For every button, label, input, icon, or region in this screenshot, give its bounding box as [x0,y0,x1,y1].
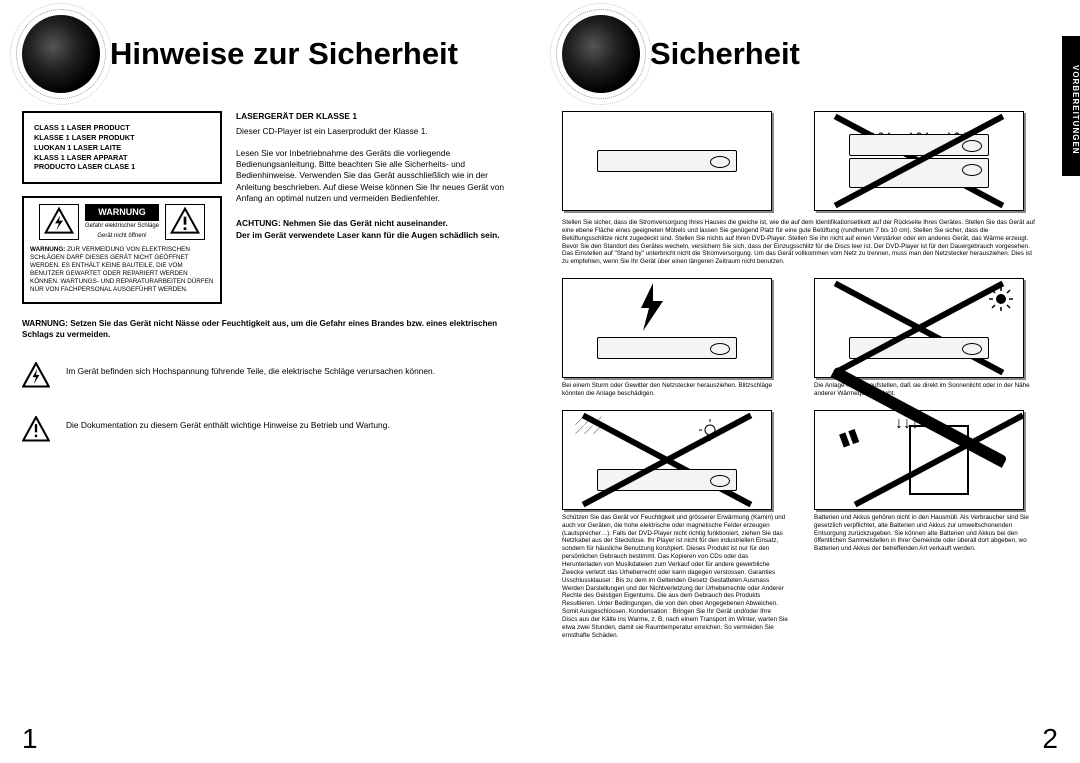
caption-battery: Batterien und Akkus gehören nicht in den… [814,514,1040,553]
trash-bin-icon [909,425,969,495]
page-title-right: Sicherheit [650,36,800,72]
figure-lightning: Bei einem Sturm oder Gewitter den Netzst… [562,278,788,398]
laser-class-box: CLASS 1 LASER PRODUCT KLASSE 1 LASER PRO… [22,111,222,184]
page-number-1: 1 [22,723,38,755]
page-title-left: Hinweise zur Sicherheit [110,36,458,72]
warn-body-text: ZUR VERMEIDUNG VON ELEKTRISCHEN SCHLÄGEN… [30,246,213,292]
info-text-1: Im Gerät befinden sich Hochspannung führ… [66,362,435,377]
warn-body: WARNUNG: ZUR VERMEIDUNG VON ELEKTRISCHEN… [30,246,214,293]
info-row-1: Im Gerät befinden sich Hochspannung führ… [22,362,518,390]
figure-section: 〰〰〰 Stellen Sie sicher, dass die Stromve… [562,111,1058,640]
exclaim-triangle-icon [165,204,205,240]
warn-badge: WARNUNG [85,204,159,221]
laser-l1: CLASS 1 LASER PRODUCT [34,123,210,133]
warn-sub1: Gefahr elektrischer Schläge [85,223,159,231]
left-column: CLASS 1 LASER PRODUCT KLASSE 1 LASER PRO… [22,111,222,304]
page-number-2: 2 [1042,723,1058,755]
figure-battery-disposal: ▮▮ ↓↓↓ Batterien und Akkus gehören nicht… [814,410,1040,640]
bottom-warning: WARNUNG: Setzen Sie das Gerät nicht Näss… [22,318,518,340]
info-row-2: Die Dokumentation zu diesem Gerät enthäl… [22,416,518,444]
warning-box: WARNUNG Gefahr elektrischer Schläge Gerä… [22,196,222,303]
laser-l3: LUOKAN 1 LASER LAITE [34,143,210,153]
page-1: Hinweise zur Sicherheit CLASS 1 LASER PR… [0,0,540,763]
achtung-line2: Der im Gerät verwendete Laser kann für d… [236,230,518,241]
header-right: Sicherheit [562,15,1058,93]
figure-moisture-forbidden: ／／／／／／ Schützen Sie das Gerät vor Feucht… [562,410,788,640]
battery-icon: ▮▮ [836,424,862,451]
dvd-player-icon [849,134,989,156]
dvd-player-icon [849,337,989,359]
laser-p1: Dieser CD-Player ist ein Laserprodukt de… [236,126,518,137]
figure-box: ▮▮ ↓↓↓ [814,410,1024,510]
figure-grid-2: Bei einem Sturm oder Gewitter den Netzst… [562,278,1040,398]
rain-icon: ／／／／／／ [575,417,602,435]
figure-box: ／／／／／／ [562,410,772,510]
laser-l5: PRODUCTO LASER CLASE 1 [34,162,210,172]
laser-p2: Lesen Sie vor Inbetriebnahme des Geräts … [236,148,518,205]
laser-l4: KLASS 1 LASER APPARAT [34,153,210,163]
page-2: Sicherheit VORBEREITUNGEN 〰〰〰 Stellen [540,0,1080,763]
sun-icon [989,287,1013,311]
figure-grid-3: ／／／／／／ Schützen Sie das Gerät vor Feucht… [562,410,1040,640]
speaker-icon [562,15,640,93]
exclaim-triangle-icon [22,416,50,444]
dvd-player-icon [597,150,737,172]
lightning-triangle-icon [22,362,50,390]
figure-stacking-forbidden: 〰〰〰 [814,111,1040,215]
figure-box [814,278,1024,378]
header-left: Hinweise zur Sicherheit [22,15,518,93]
achtung-line1: ACHTUNG: Nehmen Sie das Gerät nicht ause… [236,218,518,229]
warn-center: WARNUNG Gefahr elektrischer Schläge Gerä… [85,204,159,240]
lightning-triangle-icon [39,204,79,240]
warn-body-label: WARNUNG: [30,246,65,253]
lightning-bolt-icon [633,283,673,333]
warn-sub2: Gerät nicht öffnen! [85,233,159,241]
amplifier-icon [849,158,989,188]
columns-left: CLASS 1 LASER PRODUCT KLASSE 1 LASER PRO… [22,111,518,304]
figure-ventilation [562,111,788,215]
caption-moisture: Schützen Sie das Gerät vor Feuchtigkeit … [562,514,788,640]
figure-box [562,111,772,211]
speaker-icon [22,15,100,93]
figure-box: 〰〰〰 [814,111,1024,211]
laser-l2: KLASSE 1 LASER PRODUKT [34,133,210,143]
info-text-2: Die Dokumentation zu diesem Gerät enthäl… [66,416,390,431]
dvd-player-icon [597,337,737,359]
dvd-player-icon [597,469,737,491]
row1-caption: Stellen Sie sicher, dass die Stromversor… [562,219,1040,266]
section-tab: VORBEREITUNGEN [1062,36,1080,176]
right-text-column: LASERGERÄT DER KLASSE 1 Dieser CD-Player… [236,111,518,304]
sun-icon [699,419,721,441]
figure-grid: 〰〰〰 [562,111,1040,215]
laser-heading: LASERGERÄT DER KLASSE 1 [236,111,518,122]
caption-lightning: Bei einem Sturm oder Gewitter den Netzst… [562,382,788,398]
warn-header-row: WARNUNG Gefahr elektrischer Schläge Gerä… [30,204,214,240]
figure-box [562,278,772,378]
